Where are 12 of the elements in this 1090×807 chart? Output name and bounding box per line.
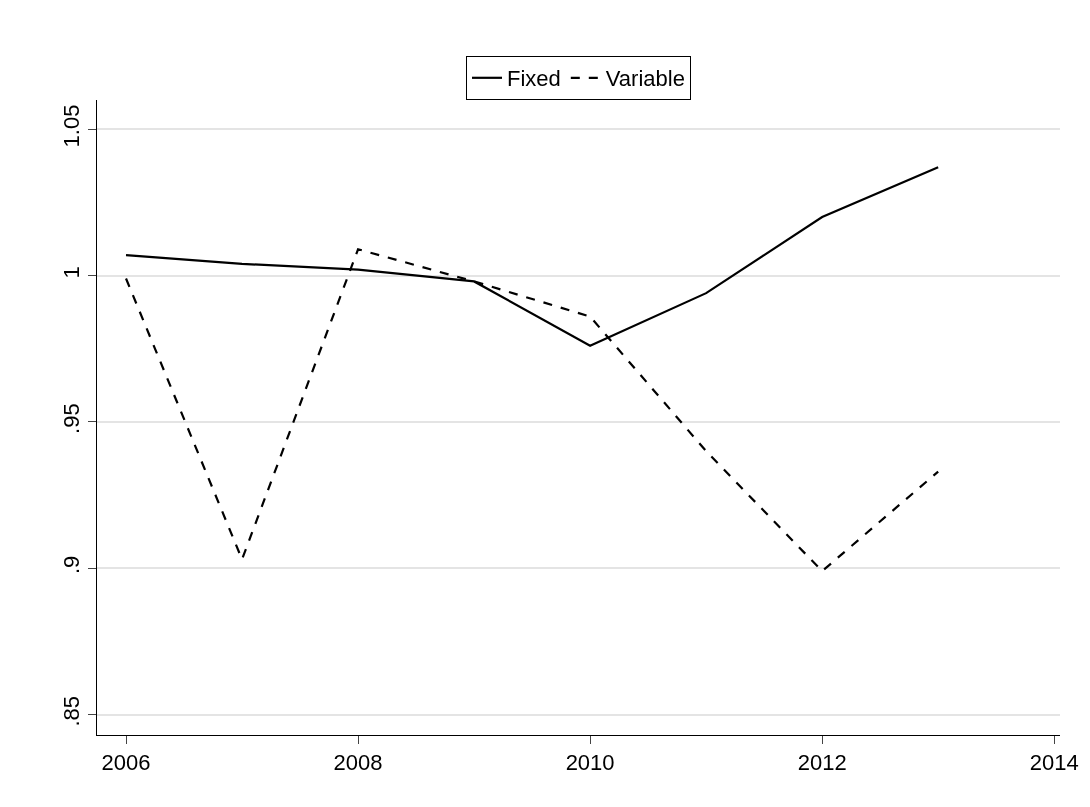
x-tick-label: 2014 — [1029, 750, 1079, 776]
legend-label: Fixed — [507, 66, 561, 92]
x-tick-label: 2006 — [101, 750, 151, 776]
x-tick-label: 2008 — [333, 750, 383, 776]
legend-label: Variable — [605, 66, 685, 92]
y-tick-label: 1.05 — [59, 104, 85, 148]
y-tick-label: .9 — [59, 555, 85, 575]
y-tick-label: 1 — [59, 266, 85, 279]
x-tick-label: 2012 — [797, 750, 847, 776]
y-tick-label: .95 — [59, 403, 85, 434]
x-tick-label: 2010 — [565, 750, 615, 776]
y-tick-label: .85 — [59, 695, 85, 727]
